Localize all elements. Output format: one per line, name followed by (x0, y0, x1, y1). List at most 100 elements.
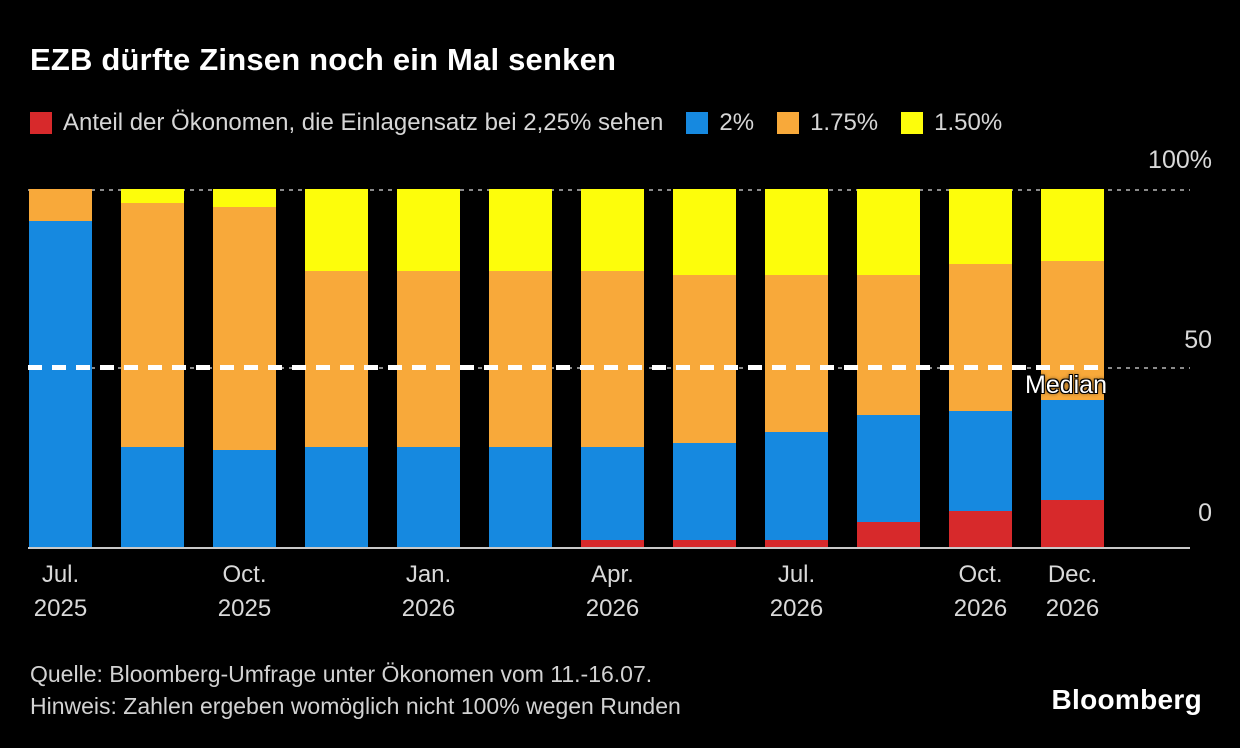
bar-period-6 (489, 189, 552, 547)
bar-Jan. 2026 (397, 189, 460, 547)
bar-period-8 (673, 189, 736, 547)
x-tick-Apr-2026: Apr. 2026 (553, 558, 673, 626)
chart-title: EZB dürfte Zinsen noch ein Mal senken (30, 42, 617, 77)
bar-segment-1-75 (857, 274, 920, 415)
y-tick-50: 50 (1184, 326, 1212, 354)
bar-segment-2-00 (489, 446, 552, 547)
legend-item-1-75: 1.75% (777, 109, 878, 137)
x-tick-month: Jul. (777, 561, 816, 588)
x-tick-Jul-2025: Jul. 2025 (1, 558, 121, 626)
bar-Jul. 2026 (765, 189, 828, 547)
legend-label-2-00: 2% (719, 109, 755, 136)
bar-segment-1-75 (1041, 260, 1104, 401)
bar-period-10 (857, 189, 920, 547)
legend-label-1-50: 1.50% (934, 109, 1003, 136)
bar-segment-1-75 (489, 271, 552, 447)
legend-swatch-blue (686, 112, 709, 134)
bar-segment-1-75 (673, 274, 736, 444)
bar-segment-1-75 (581, 271, 644, 447)
bar-segment-2-00 (121, 446, 184, 547)
bar-segment-1-50 (581, 189, 644, 272)
hint-note: Hinweis: Zahlen ergeben womöglich nicht … (30, 693, 681, 719)
x-tick-Dec-2026: Dec. 2026 (1013, 558, 1133, 626)
x-tick-year: 2026 (1045, 595, 1100, 622)
legend-swatch-yellow (901, 112, 924, 134)
x-tick-month: Oct. (222, 561, 267, 588)
bar-Oct. 2026 (949, 189, 1012, 547)
x-tick-Jul-2026: Jul. 2026 (737, 558, 857, 626)
x-tick-year: 2025 (33, 595, 88, 622)
bar-segment-1-50 (397, 189, 460, 272)
x-tick-Oct-2025: Oct. 2025 (185, 558, 305, 626)
bar-segment-2-25 (765, 539, 828, 547)
bar-segment-2-00 (29, 221, 92, 547)
legend-swatch-red (30, 112, 52, 134)
bar-segment-2-00 (397, 446, 460, 547)
bar-segment-2-25 (673, 539, 736, 547)
bar-segment-2-00 (213, 450, 276, 547)
legend-item-1-50: 1.50% (901, 109, 1002, 137)
bar-segment-2-00 (765, 432, 828, 540)
x-tick-year: 2025 (217, 595, 272, 622)
bar-segment-2-25 (857, 521, 920, 547)
bar-segment-2-00 (1041, 400, 1104, 501)
legend-swatch-orange (777, 112, 800, 134)
x-axis-line (28, 547, 1190, 549)
y-tick-0: 0 (1198, 499, 1212, 527)
bar-Oct. 2025 (213, 189, 276, 547)
bar-segment-1-50 (1041, 189, 1104, 261)
bar-segment-2-00 (857, 414, 920, 522)
source-note: Quelle: Bloomberg-Umfrage unter Ökonomen… (30, 661, 653, 687)
bar-segment-1-75 (29, 189, 92, 222)
bar-segment-2-00 (581, 446, 644, 540)
bar-segment-1-75 (765, 274, 828, 433)
legend-item-2-25: Anteil der Ökonomen, die Einlagensatz be… (30, 109, 663, 137)
bar-Jul. 2025 (29, 189, 92, 547)
plot-area (28, 189, 1190, 547)
bar-segment-2-00 (673, 443, 736, 540)
bar-segment-1-50 (121, 189, 184, 204)
bar-segment-2-00 (305, 446, 368, 547)
x-tick-year: 2026 (585, 595, 640, 622)
x-tick-Oct-2026: Oct. 2026 (921, 558, 1041, 626)
bloomberg-logo: Bloomberg (1051, 684, 1202, 715)
y-tick-100: 100% (1148, 146, 1212, 174)
bar-segment-1-50 (305, 189, 368, 272)
x-tick-month: Oct. (958, 561, 1003, 588)
median-label: Median (1025, 371, 1107, 399)
bar-segment-1-50 (857, 189, 920, 275)
footer: Quelle: Bloomberg-Umfrage unter Ökonomen… (30, 658, 681, 722)
bar-period-4 (305, 189, 368, 547)
bar-segment-1-50 (765, 189, 828, 275)
bar-segment-1-75 (305, 271, 368, 447)
bar-segment-1-50 (213, 189, 276, 207)
bar-segment-1-50 (673, 189, 736, 275)
bar-Dec. 2026 (1041, 189, 1104, 547)
x-tick-month: Dec. (1047, 561, 1098, 588)
bar-segment-1-50 (489, 189, 552, 272)
x-tick-Jan-2026: Jan. 2026 (369, 558, 489, 626)
x-tick-year: 2026 (401, 595, 456, 622)
bar-segment-1-75 (121, 203, 184, 447)
bar-segment-1-75 (397, 271, 460, 447)
bar-Apr. 2026 (581, 189, 644, 547)
legend-item-2-00: 2% (686, 109, 754, 137)
legend: Anteil der Ökonomen, die Einlagensatz be… (30, 109, 1002, 137)
bar-segment-2-25 (949, 511, 1012, 547)
bar-segment-1-75 (949, 264, 1012, 411)
bar-segment-2-25 (1041, 500, 1104, 547)
x-tick-year: 2026 (953, 595, 1008, 622)
x-tick-month: Jul. (41, 561, 80, 588)
x-tick-month: Apr. (591, 561, 634, 588)
bar-segment-1-75 (213, 206, 276, 451)
legend-label-2-25: Anteil der Ökonomen, die Einlagensatz be… (63, 109, 664, 136)
bar-period-2 (121, 189, 184, 547)
median-line (28, 365, 1104, 370)
legend-label-1-75: 1.75% (810, 109, 879, 136)
x-tick-month: Jan. (405, 561, 452, 588)
x-tick-year: 2026 (769, 595, 824, 622)
bar-segment-1-50 (949, 189, 1012, 265)
bar-segment-2-00 (949, 410, 1012, 512)
bar-segment-2-25 (581, 539, 644, 547)
